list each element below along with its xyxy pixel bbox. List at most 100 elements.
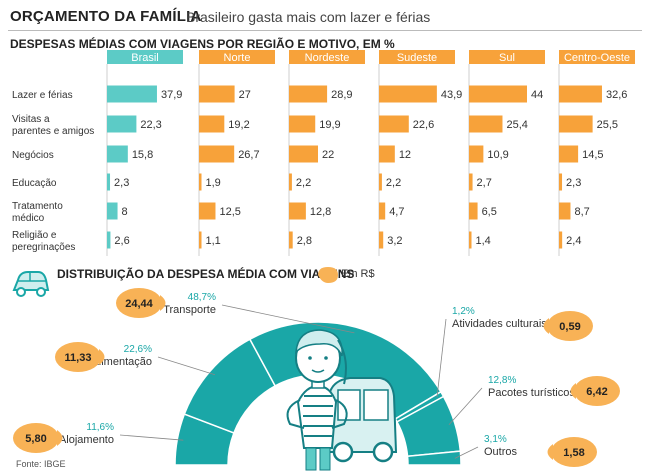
bar-4-3	[469, 173, 473, 191]
bar-3-1	[379, 115, 409, 133]
pct-label-5: 3,1%	[484, 434, 507, 445]
bar-label-4-3: 2,7	[477, 177, 492, 189]
car-icon	[12, 271, 50, 297]
column-header-bg-0	[107, 50, 183, 64]
amount-bubble-2	[116, 288, 162, 318]
column-header-4: Sul	[499, 52, 515, 64]
bar-5-1	[559, 115, 593, 133]
bar-4-0	[469, 85, 527, 103]
bar-0-2	[107, 145, 128, 163]
amount-label-4: 6,42	[586, 386, 607, 398]
page-title: ORÇAMENTO DA FAMÍLIA	[10, 8, 202, 25]
bar-label-0-4: 8	[122, 206, 128, 218]
column-header-bg-4	[469, 50, 545, 64]
bar-label-4-4: 6,5	[482, 206, 497, 218]
bar-label-0-1: 22,3	[140, 119, 161, 131]
bar-label-1-3: 1,9	[206, 177, 221, 189]
bar-label-3-5: 3,2	[387, 235, 402, 247]
bar-label-0-2: 15,8	[132, 149, 153, 161]
page-subtitle: Brasileiro gasta mais com lazer e férias	[186, 9, 431, 25]
amount-bubble-5	[551, 437, 597, 467]
bar-3-2	[379, 145, 395, 163]
bar-1-0	[199, 85, 235, 103]
row-label-5: Religião e peregrinações	[12, 230, 75, 253]
bar-label-5-2: 14,5	[582, 149, 603, 161]
bar-0-3	[107, 173, 111, 191]
bubble-legend-icon	[318, 267, 338, 283]
column-header-2: Nordeste	[305, 52, 350, 64]
leader-line-1	[157, 356, 216, 376]
bar-3-4	[379, 202, 386, 220]
bar-0-4	[107, 202, 118, 220]
bar-label-5-5: 2,4	[566, 235, 581, 247]
bar-4-4	[469, 202, 478, 220]
leader-line-5	[454, 446, 479, 459]
bar-label-5-0: 32,6	[606, 89, 627, 101]
bar-label-3-1: 22,6	[413, 119, 434, 131]
pct-label-0: 11,6%	[86, 422, 114, 433]
bar-3-3	[379, 173, 382, 191]
bar-label-4-0: 44	[531, 89, 543, 101]
bar-3-0	[379, 85, 437, 103]
bar-label-0-0: 37,9	[161, 89, 182, 101]
amount-bubble-4	[574, 376, 620, 406]
bar-label-1-5: 1,1	[206, 235, 221, 247]
bar-5-3	[559, 173, 563, 191]
bar-5-0	[559, 85, 602, 103]
category-label-0: Alojamento	[59, 434, 114, 446]
bar-5-2	[559, 145, 579, 163]
row-label-0: Lazer e férias	[12, 90, 73, 101]
column-header-bg-2	[289, 50, 365, 64]
traveler-illustration	[286, 329, 398, 471]
amount-bubble-0	[13, 423, 59, 453]
bar-label-0-5: 2,6	[114, 235, 129, 247]
leader-line-3	[436, 318, 447, 398]
bar-1-5	[199, 231, 202, 249]
bar-5-4	[559, 202, 571, 220]
bar-label-2-4: 12,8	[310, 206, 331, 218]
bar-label-5-1: 25,5	[597, 119, 618, 131]
distribution-title: DISTRIBUIÇÃO DA DESPESA MÉDIA COM VIAGEN…	[57, 267, 355, 281]
bar-label-1-1: 19,2	[228, 119, 249, 131]
pct-label-2: 48,7%	[188, 292, 216, 303]
amount-bubble-tail-1	[99, 349, 105, 365]
column-header-bg-5	[559, 50, 635, 64]
bar-label-1-2: 26,7	[238, 149, 259, 161]
bar-label-0-3: 2,3	[114, 177, 129, 189]
bar-0-1	[107, 115, 137, 133]
category-label-5: Outros	[484, 446, 518, 458]
bar-3-5	[379, 231, 384, 249]
bar-1-3	[199, 173, 202, 191]
source-note: Fonte: IBGE	[16, 459, 66, 469]
amount-bubble-tail-3	[543, 318, 549, 334]
category-label-3: Atividades culturais	[452, 318, 547, 330]
bar-4-5	[469, 231, 472, 249]
leader-line-2	[221, 304, 355, 334]
header-divider	[8, 30, 642, 31]
bar-1-1	[199, 115, 225, 133]
bar-label-2-0: 28,9	[331, 89, 352, 101]
pct-label-1: 22,6%	[124, 344, 152, 355]
amount-label-2: 24,44	[125, 298, 153, 310]
category-label-1: Alimentação	[91, 356, 152, 368]
bar-label-3-3: 2,2	[386, 177, 401, 189]
bar-4-2	[469, 145, 484, 163]
row-label-3: Educação	[12, 178, 57, 189]
row-label-1: Visitas a parentes e amigos	[12, 114, 94, 137]
pct-label-4: 12,8%	[488, 375, 516, 386]
row-label-4: Tratamento médico	[12, 201, 63, 224]
column-header-3: Sudeste	[397, 52, 437, 64]
column-header-bg-3	[379, 50, 455, 64]
bar-label-3-2: 12	[399, 149, 411, 161]
bar-2-3	[289, 173, 292, 191]
column-header-1: Norte	[224, 52, 251, 64]
unit-label: Em R$	[341, 268, 375, 280]
leader-line-4	[448, 387, 483, 425]
row-label-2: Negócios	[12, 150, 54, 161]
bar-label-4-2: 10,9	[487, 149, 508, 161]
column-header-5: Centro-Oeste	[564, 52, 630, 64]
bar-label-3-4: 4,7	[389, 206, 404, 218]
bar-0-0	[107, 85, 157, 103]
bar-1-4	[199, 202, 216, 220]
